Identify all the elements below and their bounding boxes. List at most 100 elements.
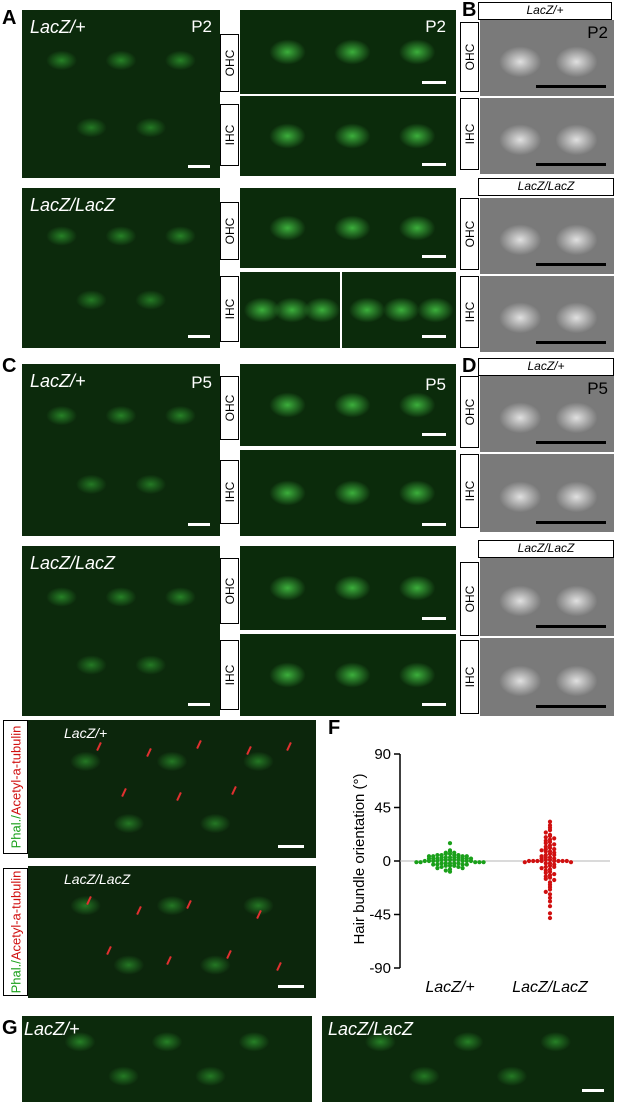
scale-bar [422,617,446,620]
data-point-mut [543,870,548,875]
data-point-het [460,862,465,867]
data-point-mut [556,858,561,864]
ohc-tag: OHC [460,198,479,270]
data-point-het [447,869,453,874]
data-point-mut [543,835,548,840]
micrograph-a-het-ohc: P2 [240,10,456,94]
data-point-het [447,851,453,856]
stage-label: P2 [191,17,212,36]
data-point-mut [539,858,544,864]
micrograph-e-mut: LacZ/LacZ [28,866,316,998]
y-tick-label: 45 [374,800,391,817]
data-point-het [456,857,461,862]
data-point-mut [547,892,553,897]
data-point-mut [547,911,553,916]
data-point-het [439,857,444,862]
genotype-tag: LacZ/+ [478,2,612,20]
ihc-tag: IHC [220,640,239,710]
scale-bar [536,341,606,344]
tubulin-label: Acetyl-a-tubulin [8,870,23,961]
sem-b-het-ihc [480,98,614,174]
data-point-het [431,858,436,864]
genotype-label: LacZ/+ [24,1019,80,1039]
scale-bar [422,433,446,436]
data-point-mut [547,915,553,921]
sem-d-het-ohc: P5 [480,376,614,452]
data-point-het [443,851,448,856]
micrograph-a-mut-ohc [240,188,456,268]
data-point-mut [547,863,553,868]
scale-bar [422,703,446,706]
data-point-het [477,860,482,865]
scale-bar [536,705,606,708]
data-point-mut [547,827,553,833]
sem-d-mut-ohc [480,558,614,636]
scale-bar [536,85,606,88]
ohc-tag: OHC [220,558,239,624]
scale-bar [188,703,210,706]
data-point-het [418,860,423,865]
data-point-het [443,863,448,868]
micrograph-g-het: LacZ/+ [22,1016,312,1102]
sem-b-mut-ihc [480,276,614,352]
micrograph-a-mut-ihc-1 [240,272,340,348]
data-point-mut [552,858,557,864]
data-point-het [435,852,440,858]
stage-label: P5 [587,379,608,398]
scale-bar [536,441,606,444]
data-point-het [439,864,444,870]
scale-bar [422,81,446,84]
ihc-tag: IHC [220,104,239,166]
data-point-mut [531,858,536,864]
x-category-label: LacZ/+ [425,979,474,996]
genotype-label: LacZ/+ [30,17,86,37]
data-point-mut [547,887,553,892]
data-point-mut [547,857,553,862]
panel-label-g: G [2,1017,18,1039]
genotype-label: LacZ/+ [64,725,108,741]
phalloidin-label: Phal./ [8,815,23,849]
stain-legend: Phal./Acetyl-a-tubulin [3,720,28,854]
stage-label: P5 [425,375,446,394]
tubulin-label: Acetyl-a-tubulin [8,725,23,816]
ihc-tag: IHC [460,98,479,170]
data-point-mut [543,861,548,866]
data-point-het [447,863,453,868]
genotype-tag: LacZ/+ [478,358,614,376]
stage-label: P2 [425,17,446,36]
genotype-label: LacZ/LacZ [30,195,116,215]
data-point-mut [547,845,553,851]
data-point-het [443,857,448,862]
y-tick-label: 0 [383,853,391,870]
micrograph-g-mut: LacZ/LacZ [322,1016,614,1102]
ohc-tag: OHC [220,34,239,92]
y-tick-label: -45 [369,907,391,924]
data-point-het [426,858,432,864]
y-tick-label: 90 [374,746,391,763]
data-point-het [473,860,478,865]
data-point-mut [552,864,557,870]
data-point-mut [522,860,527,865]
micrograph-c-mut-ihc [240,634,456,716]
panel-label-a: A [2,7,17,29]
ihc-tag: IHC [220,276,239,342]
ohc-tag: OHC [460,22,479,92]
data-point-mut [552,847,557,852]
data-point-mut [543,864,548,870]
micrograph-a-mut-overview: LacZ/LacZ [22,188,220,348]
phalloidin-label: Phal./ [8,960,23,994]
panel-label-d: D [462,355,477,377]
micrograph-c-mut-ohc [240,546,456,630]
data-point-het [435,866,440,871]
panel-label-b: B [462,0,477,21]
ihc-tag: IHC [460,276,479,348]
data-point-het [481,860,486,865]
data-point-mut [539,848,544,853]
data-point-mut [535,858,540,864]
sem-b-het-ohc: P2 [480,20,614,96]
data-point-mut [547,819,553,824]
scale-bar [582,1089,604,1092]
data-point-het [456,864,461,870]
data-point-mut [564,858,569,864]
data-point-mut [547,833,553,839]
